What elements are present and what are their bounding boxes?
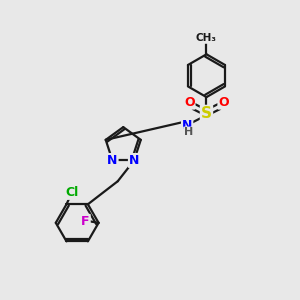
Text: Cl: Cl <box>65 186 79 199</box>
Text: N: N <box>182 119 192 132</box>
Text: H: H <box>184 128 193 137</box>
Text: O: O <box>218 96 229 109</box>
Text: N: N <box>129 154 139 167</box>
Text: F: F <box>81 215 90 228</box>
Text: CH₃: CH₃ <box>196 33 217 43</box>
Text: O: O <box>184 96 194 109</box>
Text: N: N <box>107 154 118 167</box>
Text: S: S <box>201 106 212 121</box>
